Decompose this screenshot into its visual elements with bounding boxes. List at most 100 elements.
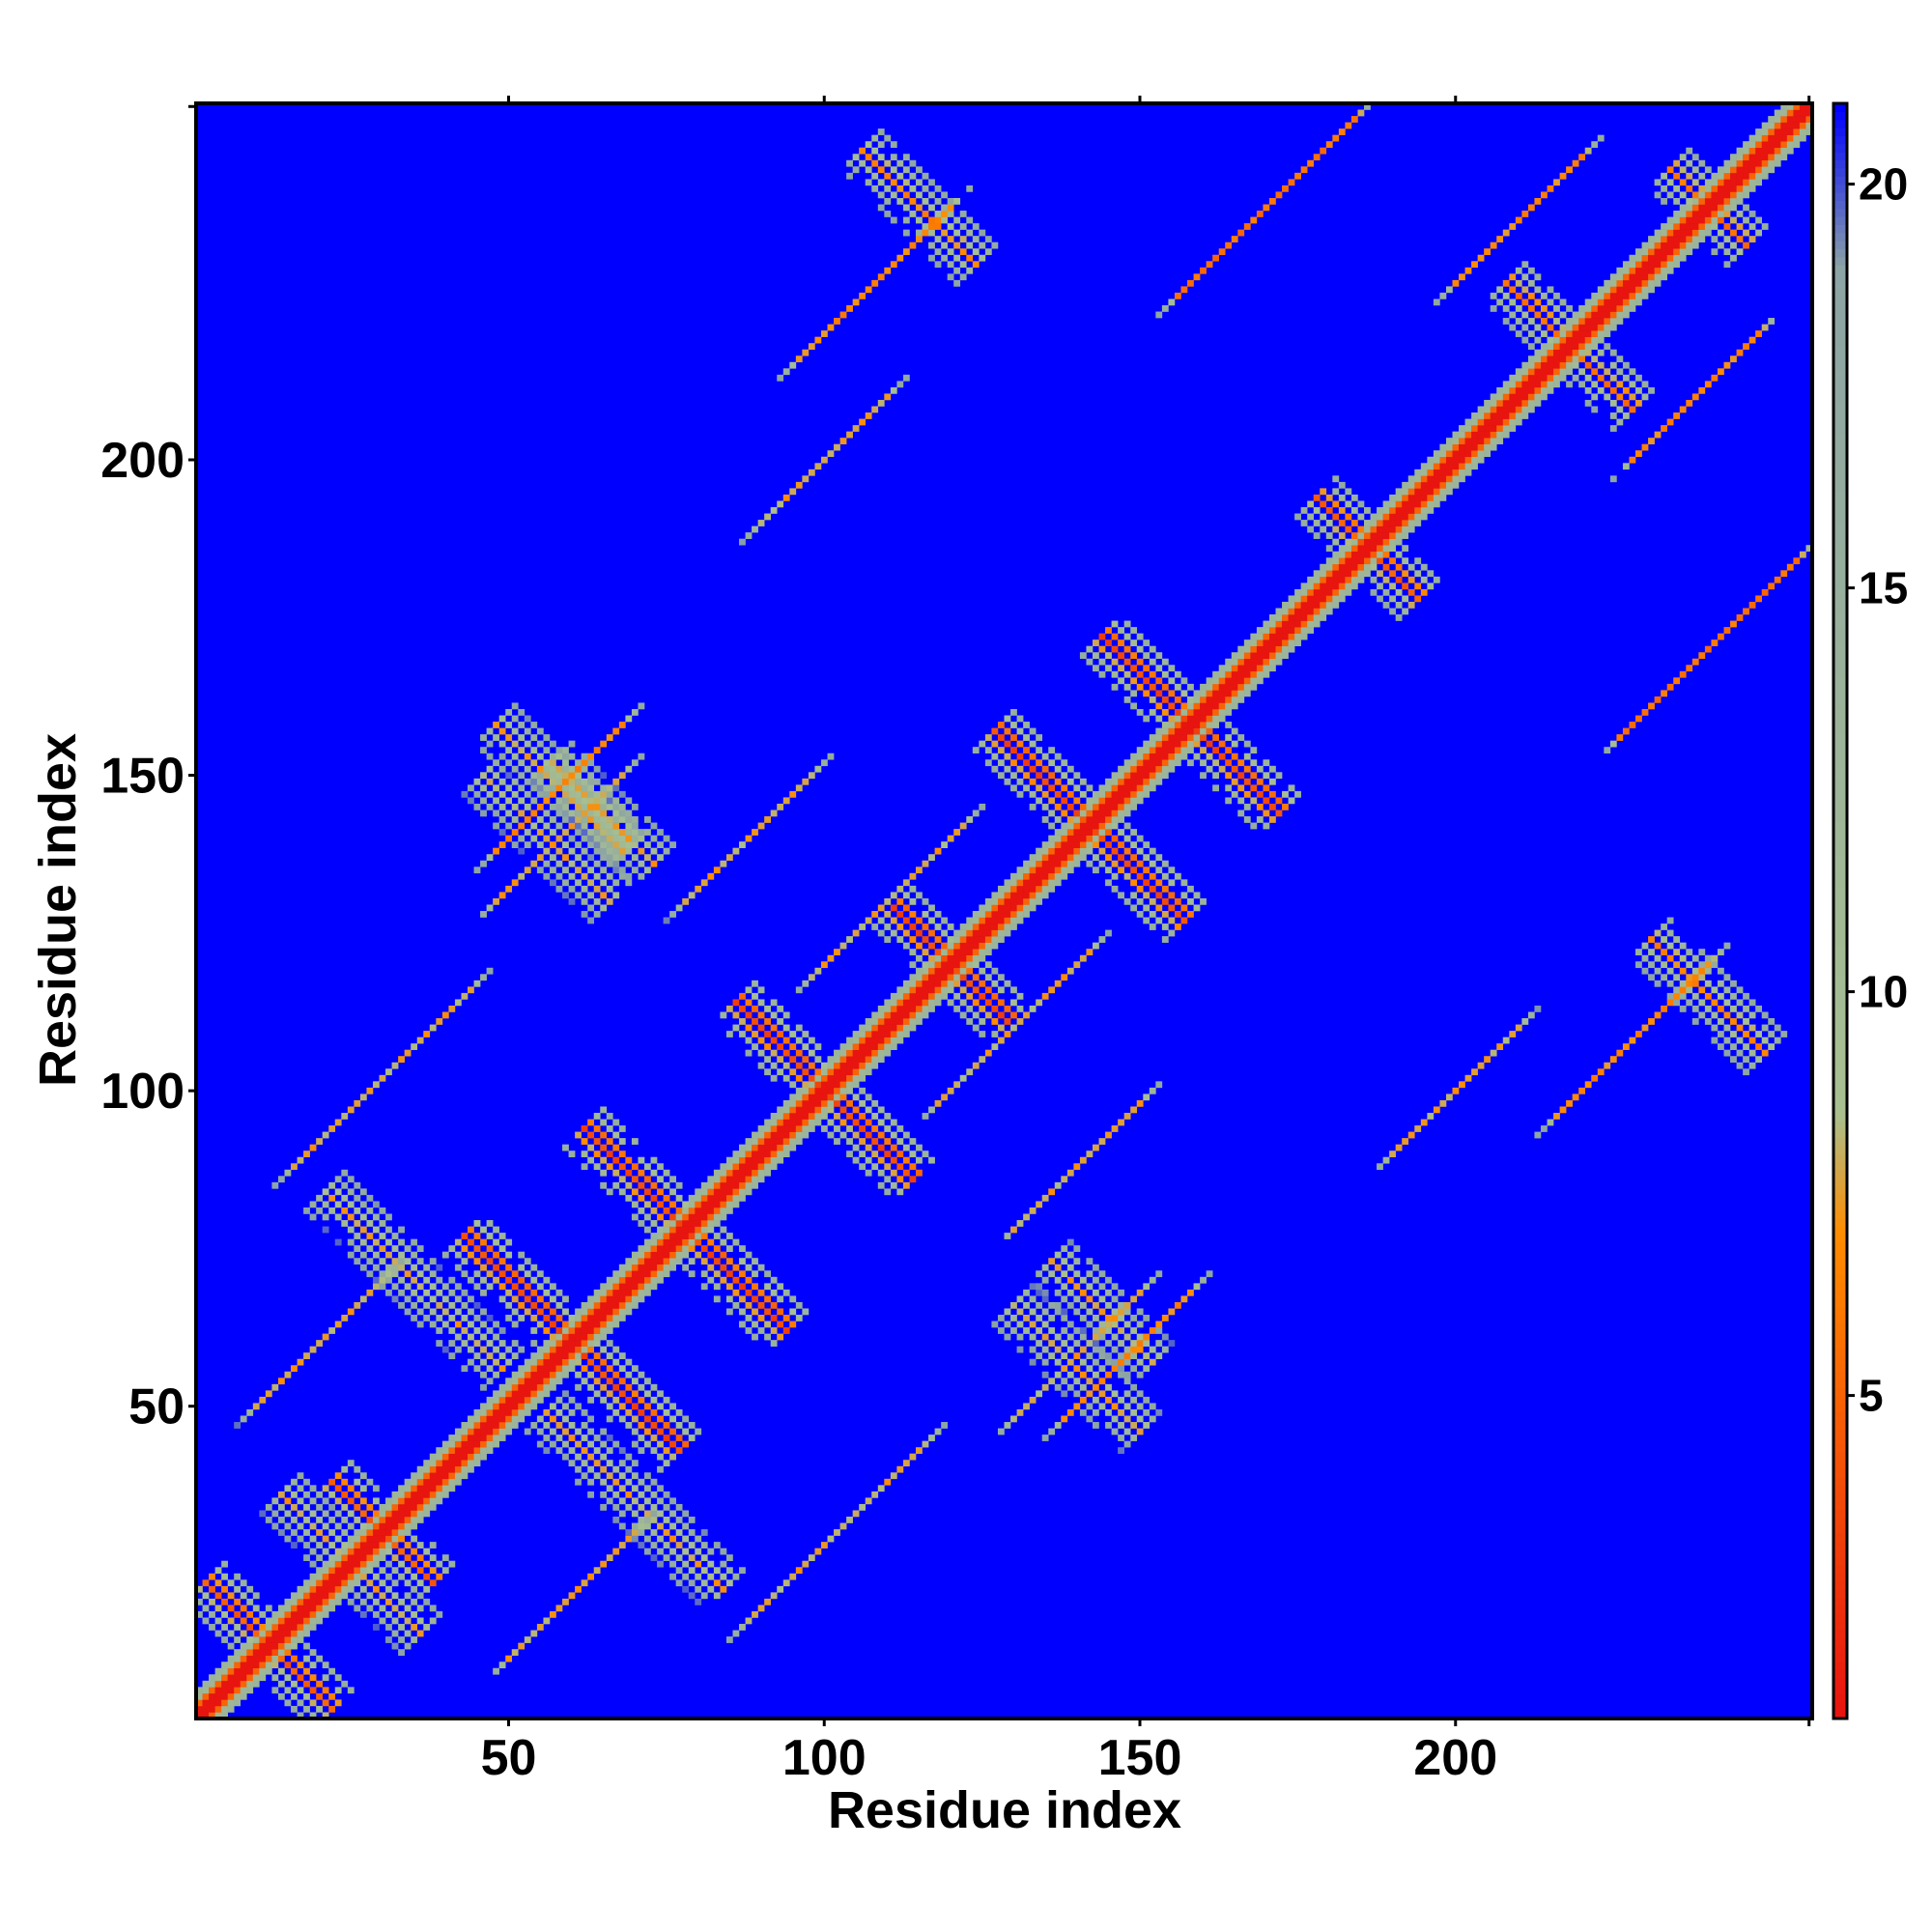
heatmap-cell [1275,810,1283,817]
heatmap-cell [612,1491,620,1498]
heatmap-cell [1673,974,1681,981]
heatmap-cell [1509,286,1517,294]
heatmap-cell [568,885,576,893]
heatmap-cell [1118,841,1124,848]
heatmap-cell [1243,778,1251,785]
heatmap-cell [1073,1340,1081,1347]
heatmap-cell [234,1649,242,1656]
heatmap-cell [1527,305,1535,312]
heatmap-cell [587,835,595,842]
heatmap-cell [820,1113,828,1120]
heatmap-cell [1313,494,1321,501]
heatmap-cell [1168,917,1176,924]
heatmap-cell [979,740,986,748]
heatmap-cell [852,1131,860,1139]
heatmap-cell [543,784,551,792]
heatmap-cell [334,1522,342,1530]
heatmap-cell [1098,670,1106,678]
heatmap-cell [587,1301,595,1309]
heatmap-cell [814,1087,822,1094]
heatmap-cell [524,765,531,773]
heatmap-cell [1061,974,1068,981]
heatmap-cell [334,1585,342,1593]
heatmap-cell [1079,1327,1087,1334]
heatmap-cell [725,1295,733,1303]
heatmap-cell [1389,582,1396,590]
heatmap-cell [468,1415,474,1423]
heatmap-cell [827,1099,835,1107]
heatmap-cell [1004,740,1011,748]
heatmap-cell [1200,690,1207,697]
heatmap-cell [1023,759,1030,767]
heatmap-cell [770,1062,778,1069]
heatmap-cell [468,1321,474,1328]
heatmap-cell [902,1169,910,1177]
heatmap-cell [391,1497,399,1505]
heatmap-cell [1200,734,1207,741]
heatmap-cell [1389,538,1396,546]
heatmap-cell [953,942,961,950]
heatmap-cell [644,1258,651,1265]
heatmap-cell [1433,494,1440,501]
heatmap-cell [612,1283,620,1291]
heatmap-cell [1161,923,1169,930]
heatmap-cell [1098,810,1106,817]
heatmap-cell [1098,784,1106,792]
heatmap-cell [347,1548,355,1555]
heatmap-cell [1666,418,1674,426]
heatmap-cell [511,740,519,748]
heatmap-cell [1534,361,1542,369]
heatmap-cell [922,1151,929,1158]
heatmap-cell [1111,803,1119,810]
heatmap-cell [448,1352,456,1360]
heatmap-cell [1288,608,1295,615]
heatmap-cell [1325,507,1333,514]
heatmap-cell [423,1624,431,1631]
heatmap-cell [1180,904,1188,912]
heatmap-cell [1609,318,1617,325]
heatmap-cell [530,797,538,805]
heatmap-cell [770,1131,778,1139]
heatmap-cell [1275,645,1283,653]
heatmap-cell [675,1251,683,1259]
heatmap-cell [650,1542,658,1548]
heatmap-cell [1073,1258,1081,1265]
heatmap-cell [713,1270,721,1278]
heatmap-cell [1168,759,1176,767]
heatmap-cell [549,1365,556,1373]
heatmap-cell [650,1408,658,1416]
heatmap-cell [1054,860,1062,867]
heatmap-cell [1609,311,1617,319]
heatmap-cell [1591,368,1599,376]
heatmap-cell [568,1346,576,1353]
heatmap-cell [259,1630,267,1637]
heatmap-cell [202,1605,210,1612]
heatmap-cell [291,1667,298,1675]
heatmap-cell [959,954,967,962]
heatmap-cell [675,1194,683,1202]
heatmap-cell [916,929,923,937]
heatmap-cell [524,1396,531,1404]
heatmap-cell [1130,665,1138,672]
heatmap-cell [568,1408,576,1416]
heatmap-cell [1414,520,1422,526]
heatmap-cell [997,999,1005,1007]
heatmap-cell [1527,279,1535,287]
heatmap-cell [1118,1340,1124,1347]
heatmap-cell [1691,1018,1699,1025]
heatmap-cell [1509,418,1517,426]
heatmap-cell [739,1624,746,1631]
heatmap-cell [859,418,867,426]
heatmap-cell [1294,639,1301,646]
heatmap-cell [1597,1068,1605,1076]
heatmap-cell [436,1315,443,1321]
heatmap-cell [1225,722,1233,728]
heatmap-cell [341,1554,349,1562]
heatmap-cell [638,1529,645,1536]
heatmap-cell [795,1138,803,1145]
heatmap-cell [600,1301,608,1309]
heatmap-cell [725,1031,733,1037]
heatmap-cell [966,942,974,950]
heatmap-cell [657,1465,664,1473]
heatmap-cell [271,1497,279,1505]
